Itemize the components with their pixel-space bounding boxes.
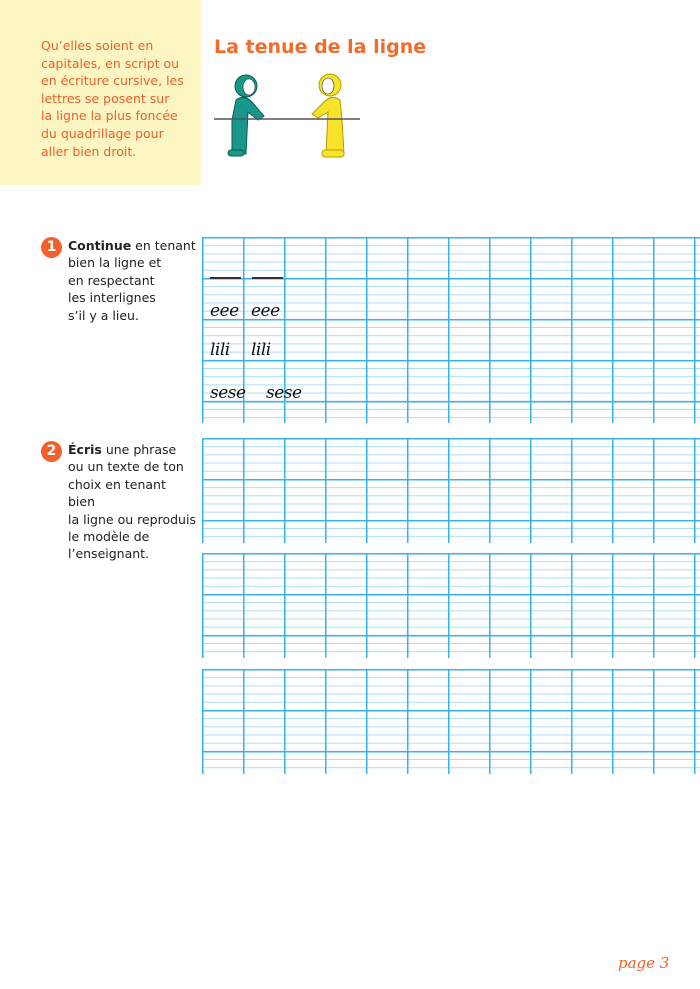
model-line-stroke bbox=[252, 277, 283, 279]
model-line-stroke bbox=[210, 277, 241, 279]
instruction-verb: Écris bbox=[68, 442, 102, 457]
intro-line: capitales, en script ou bbox=[41, 55, 180, 71]
intro-line: la ligne la plus foncée bbox=[41, 108, 178, 124]
cursive-model: eee bbox=[251, 301, 280, 321]
intro-line: lettres se posent sur bbox=[41, 90, 170, 106]
exercise-number-badge: 1 bbox=[41, 237, 62, 258]
intro-line: Qu’elles soient en bbox=[41, 38, 154, 53]
writing-grid-4[interactable] bbox=[202, 669, 700, 774]
tug-of-war-illustration bbox=[214, 73, 360, 158]
exercise-1-instructions: 1 Continue en tenant bien la ligne et en… bbox=[41, 237, 196, 324]
instruction-text: ou un texte de ton bbox=[68, 459, 184, 475]
cursive-model: lili bbox=[251, 340, 271, 360]
instruction-text: en respectant bbox=[68, 272, 155, 288]
instruction-text: choix en tenant bien bbox=[68, 476, 166, 510]
writing-grid-1[interactable] bbox=[202, 237, 700, 423]
intro-line: en écriture cursive, les bbox=[41, 73, 184, 89]
instruction-text: bien la ligne et bbox=[68, 255, 162, 271]
green-figure bbox=[227, 74, 265, 157]
cursive-model: lili bbox=[210, 340, 230, 360]
instruction-text: la ligne ou reproduis bbox=[68, 511, 196, 527]
instruction-text: s’il y a lieu. bbox=[68, 307, 139, 323]
cursive-model: sese bbox=[210, 383, 246, 403]
exercise-2-instructions: 2 Écris une phrase ou un texte de ton ch… bbox=[41, 441, 196, 563]
instruction-text: l’enseignant. bbox=[68, 546, 150, 562]
cursive-model: sese bbox=[266, 383, 302, 403]
instruction-text: en tenant bbox=[131, 238, 196, 253]
yellow-figure bbox=[311, 73, 345, 158]
cursive-model: eee bbox=[210, 301, 239, 321]
writing-grid-3[interactable] bbox=[202, 553, 700, 658]
instruction-verb: Continue bbox=[68, 238, 132, 253]
instruction-text: le modèle de bbox=[68, 529, 150, 545]
intro-text: Qu’elles soient en capitales, en script … bbox=[41, 37, 191, 160]
exercise-number-badge: 2 bbox=[41, 441, 62, 462]
intro-line: aller bien droit. bbox=[41, 143, 137, 159]
instruction-text: une phrase bbox=[101, 442, 177, 457]
instruction-text: les interlignes bbox=[68, 290, 156, 306]
writing-grid-2[interactable] bbox=[202, 438, 700, 543]
intro-line: du quadrillage pour bbox=[41, 125, 164, 141]
intro-box: Qu’elles soient en capitales, en script … bbox=[0, 0, 201, 185]
page-title: La tenue de la ligne bbox=[214, 36, 427, 58]
page-number: page 3 bbox=[618, 954, 670, 972]
